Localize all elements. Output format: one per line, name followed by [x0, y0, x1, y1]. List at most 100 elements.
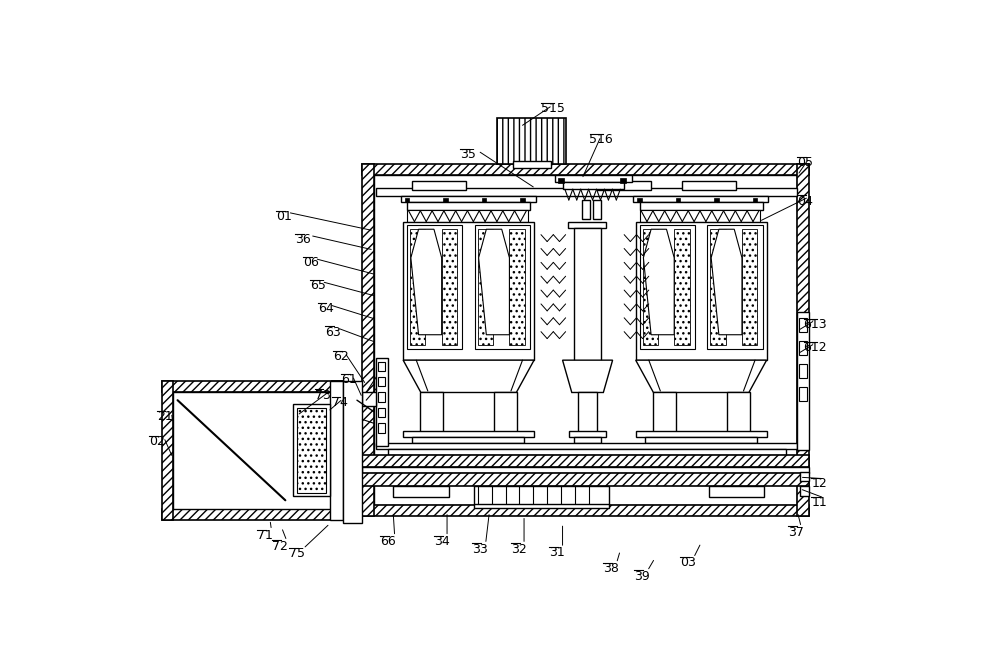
Bar: [412, 437, 524, 444]
Bar: [403, 431, 534, 437]
Text: 04: 04: [797, 195, 813, 208]
Bar: [362, 392, 376, 406]
Bar: [799, 318, 807, 332]
Bar: [378, 423, 385, 433]
Text: 36: 36: [295, 233, 311, 246]
Text: 37: 37: [788, 526, 804, 539]
Bar: [407, 202, 530, 210]
Bar: [420, 392, 443, 434]
Polygon shape: [636, 360, 767, 392]
Bar: [555, 175, 632, 181]
Bar: [412, 181, 466, 190]
Bar: [378, 392, 385, 402]
Text: 35: 35: [460, 149, 476, 161]
Bar: [332, 381, 343, 519]
Bar: [297, 408, 326, 493]
Bar: [474, 504, 609, 508]
Text: 32: 32: [511, 543, 527, 556]
Text: 12: 12: [811, 477, 827, 490]
Bar: [512, 161, 551, 167]
Polygon shape: [711, 229, 742, 335]
Bar: [640, 210, 760, 222]
Bar: [682, 181, 736, 190]
Bar: [574, 228, 601, 366]
Text: 74: 74: [332, 396, 347, 409]
Bar: [443, 198, 448, 202]
Text: 11: 11: [811, 497, 827, 509]
Polygon shape: [563, 360, 613, 392]
Bar: [800, 487, 809, 496]
Bar: [799, 341, 807, 355]
Bar: [405, 198, 409, 202]
Bar: [293, 404, 330, 497]
Text: 62: 62: [333, 350, 349, 363]
Bar: [442, 229, 457, 345]
Bar: [407, 210, 528, 222]
Bar: [362, 455, 809, 467]
Bar: [578, 392, 597, 434]
Bar: [569, 431, 606, 437]
Bar: [636, 431, 767, 437]
Bar: [494, 392, 517, 434]
Bar: [376, 358, 388, 446]
Bar: [643, 229, 658, 345]
Bar: [362, 505, 809, 517]
Bar: [676, 198, 680, 202]
Bar: [640, 225, 695, 349]
Bar: [362, 164, 809, 175]
Text: 64: 64: [318, 302, 333, 315]
Text: 612: 612: [804, 341, 827, 354]
Bar: [753, 198, 757, 202]
Bar: [378, 362, 385, 371]
Bar: [362, 467, 809, 473]
Text: 613: 613: [804, 318, 827, 331]
Text: 02: 02: [149, 435, 165, 448]
Bar: [509, 229, 525, 345]
Text: 65: 65: [310, 280, 326, 292]
Bar: [637, 198, 642, 202]
Bar: [401, 196, 536, 202]
Text: 73: 73: [315, 388, 330, 402]
Bar: [362, 473, 809, 486]
Bar: [709, 486, 764, 497]
Bar: [633, 196, 768, 202]
Bar: [797, 164, 809, 517]
Bar: [742, 229, 757, 345]
Bar: [620, 179, 626, 183]
Bar: [393, 486, 449, 497]
Bar: [330, 381, 343, 519]
Bar: [497, 118, 566, 164]
Bar: [374, 175, 797, 505]
Text: 72: 72: [272, 540, 288, 552]
Bar: [574, 437, 601, 444]
Bar: [714, 198, 719, 202]
Bar: [520, 198, 525, 202]
Bar: [710, 229, 726, 345]
Text: 34: 34: [434, 535, 450, 548]
Text: 01: 01: [276, 210, 292, 223]
Bar: [563, 181, 624, 190]
Bar: [582, 200, 590, 219]
Text: 06: 06: [303, 256, 319, 269]
Bar: [636, 222, 767, 360]
Bar: [707, 225, 763, 349]
Bar: [403, 222, 534, 360]
Bar: [388, 450, 786, 455]
Bar: [800, 472, 809, 481]
Bar: [645, 437, 757, 444]
Text: 515: 515: [541, 102, 565, 115]
Bar: [376, 444, 797, 450]
Text: 33: 33: [472, 543, 488, 556]
Bar: [474, 486, 609, 505]
Text: 21: 21: [157, 410, 173, 423]
Bar: [362, 164, 374, 517]
Text: 75: 75: [289, 547, 305, 560]
Polygon shape: [643, 229, 674, 335]
Bar: [376, 188, 797, 196]
Text: 05: 05: [797, 156, 813, 169]
Bar: [343, 381, 362, 523]
Bar: [482, 198, 486, 202]
Text: 39: 39: [634, 570, 650, 583]
Bar: [378, 408, 385, 417]
Text: 63: 63: [325, 325, 341, 339]
